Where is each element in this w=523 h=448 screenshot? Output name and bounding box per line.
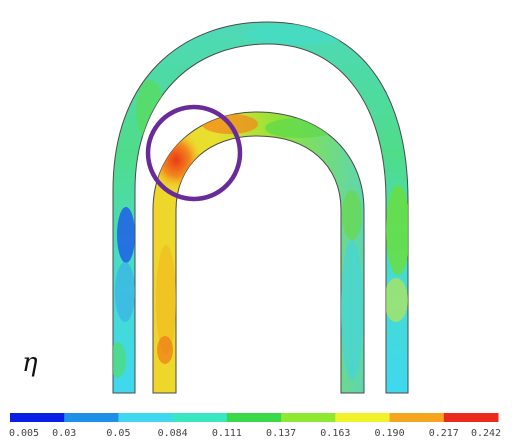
colorbar-tick-label: 0.111	[211, 428, 242, 439]
colorbar-tick-label: 0.163	[320, 428, 351, 439]
inner-arch	[152, 111, 365, 394]
colorbar-tick-label: 0.242	[470, 428, 502, 439]
colorbar-segment	[226, 413, 282, 422]
colorbar-tick-label: 0.03	[52, 428, 77, 439]
colorbar-tick-label: 0.05	[106, 428, 131, 439]
colorbar-tick-label: 0.137	[266, 428, 297, 439]
colorbar-segment	[118, 413, 174, 422]
colorbar-tick-label: 0.217	[428, 428, 459, 439]
colorbar-tick-label: 0.190	[374, 428, 405, 439]
colorbar-tick-label: 0.005	[8, 428, 40, 439]
colorbar-segment	[335, 413, 390, 422]
colorbar-tick-label: 0.084	[157, 428, 188, 439]
colorbar-segment	[10, 413, 65, 422]
colorbar	[10, 413, 499, 422]
colorbar-segment	[443, 413, 499, 422]
colorbar-segment	[64, 413, 119, 422]
eta-symbol: η	[22, 348, 38, 378]
colorbar-tick-labels: 0.005 0.03 0.05 0.084 0.111 0.137 0.163 0.190 0.…	[0, 428, 523, 444]
colorbar-segment	[389, 413, 445, 422]
highlight-circle	[145, 104, 243, 202]
colorbar-segment	[281, 413, 336, 422]
colorbar-segment	[172, 413, 228, 422]
